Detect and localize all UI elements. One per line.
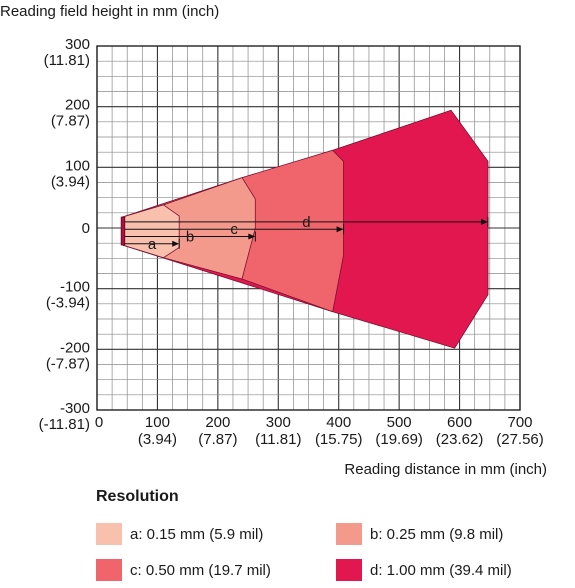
y-tick-label-inch: (-7.87) [46,355,90,372]
legend-swatch-c [96,559,122,581]
x-tick-label: 700 [507,414,532,431]
arrow-head-c [336,226,344,233]
x-tick-label: 600 [447,414,472,431]
y-tick-label: 300 [65,36,90,53]
y-tick-label: -300 [60,400,90,417]
x-tick-label: 300 [266,414,291,431]
x-tick-labels: 0 100(3.94) 200(7.87) 300(11.81) 400(15.75) 5… [95,414,544,448]
y-tick-label: 0 [82,220,90,237]
y-tick-label: 100 [65,157,90,174]
legend-label-c: c: 0.50 mm (19.7 mil) [130,561,271,579]
x-axis-title: Reading distance in mm (inch) [344,461,547,478]
legend-swatch-d [336,559,362,581]
legend-label-a: a: 0.15 mm (5.9 mil) [130,525,264,543]
reading-field-chart: Reading field height in mm (inch) a b c d 3… [0,3,547,478]
legend-item-a: a: 0.15 mm (5.9 mil) [96,523,336,545]
arrow-label-b: b [186,228,194,245]
y-tick-label-inch: (-3.94) [46,295,90,312]
x-tick-label-inch: (23.62) [436,431,484,448]
x-tick-label-inch: (15.75) [315,431,363,448]
legend-swatch-a [96,523,122,545]
x-tick-label-inch: (3.94) [138,431,177,448]
x-tick-label: 100 [145,414,170,431]
legend: Resolution a: 0.15 mm (5.9 mil) b: 0.25 … [96,488,556,588]
x-tick-label: 0 [95,414,103,431]
arrow-label-c: c [230,221,238,238]
y-axis-title: Reading field height in mm (inch) [0,3,219,20]
x-tick-label: 500 [387,414,412,431]
x-tick-label: 200 [205,414,230,431]
plot-frame [96,45,521,411]
arrow-label-d: d [302,214,310,231]
arrow-label-a: a [148,236,157,253]
y-tick-label-inch: (11.81) [44,52,90,69]
arrow-head-b [248,233,256,240]
distance-arrows: a b c d [124,214,489,253]
y-tick-labels: 300(11.81) 200(7.87) 100(3.94) 0 -100(-3.94)… [39,36,90,433]
reader-window [120,216,126,246]
x-tick-label-inch: (7.87) [198,431,237,448]
legend-swatch-b [336,523,362,545]
arrow-head-a [172,240,180,247]
x-tick-label: 400 [326,414,351,431]
y-tick-label: 200 [65,97,90,114]
legend-title: Resolution [96,488,179,505]
legend-label-b: b: 0.25 mm (9.8 mil) [370,525,504,543]
y-tick-label: -100 [60,279,90,296]
legend-item-d: d: 1.00 mm (39.4 mil) [336,559,556,581]
y-tick-label-inch: (3.94) [51,173,90,190]
y-tick-label-inch: (-11.81) [39,416,90,433]
x-tick-label-inch: (27.56) [496,431,544,448]
legend-item-b: b: 0.25 mm (9.8 mil) [336,523,556,545]
legend-label-d: d: 1.00 mm (39.4 mil) [370,561,512,579]
legend-item-c: c: 0.50 mm (19.7 mil) [96,559,336,581]
arrow-head-d [480,218,488,225]
x-tick-label-inch: (19.69) [375,431,423,448]
y-tick-label: -200 [60,339,90,356]
x-tick-label-inch: (11.81) [255,431,301,448]
y-tick-label-inch: (7.87) [51,113,90,130]
